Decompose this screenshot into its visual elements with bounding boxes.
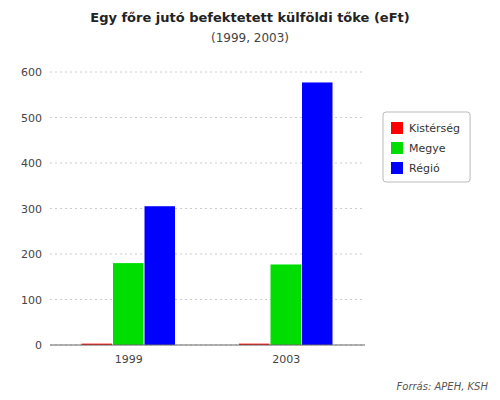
footnote: Forrás: APEH, KSH	[397, 381, 489, 392]
legend-swatch	[391, 122, 403, 134]
y-tick-label: 300	[21, 203, 42, 216]
x-axis: 1999 2003	[50, 345, 365, 366]
subtitle: (1999, 2003)	[211, 31, 289, 45]
bar	[271, 264, 302, 345]
legend-swatch	[391, 142, 403, 154]
bar	[302, 82, 333, 345]
legend-label: Megye	[409, 142, 446, 155]
x-tick-label: 1999	[115, 353, 143, 366]
y-tick-label: 400	[21, 157, 42, 170]
legend-swatch	[391, 162, 403, 174]
y-tick-label: 600	[21, 66, 42, 79]
title: Egy főre jutó befektetett külföldi tőke …	[90, 10, 409, 25]
legend-box	[383, 112, 470, 182]
y-axis: 0 100 200 300 400 500 600	[21, 66, 42, 352]
x-axis-line	[50, 345, 365, 346]
y-tick-label: 500	[21, 112, 42, 125]
grid	[50, 72, 365, 345]
y-tick-label: 100	[21, 294, 42, 307]
y-tick-label: 200	[21, 248, 42, 261]
bars	[82, 82, 333, 345]
legend-label: Régió	[409, 162, 440, 175]
y-tick-label: 0	[35, 339, 42, 352]
chart-container: Egy főre jutó befektetett külföldi tőke …	[0, 0, 500, 400]
grid-line	[50, 72, 365, 73]
chart: Egy főre jutó befektetett külföldi tőke …	[0, 0, 500, 400]
bar	[113, 263, 144, 345]
legend: Kistérség Megye Régió	[383, 112, 470, 182]
legend-label: Kistérség	[409, 122, 460, 135]
bar	[145, 206, 176, 345]
grid-line	[50, 345, 365, 346]
x-tick-label: 2003	[272, 353, 300, 366]
